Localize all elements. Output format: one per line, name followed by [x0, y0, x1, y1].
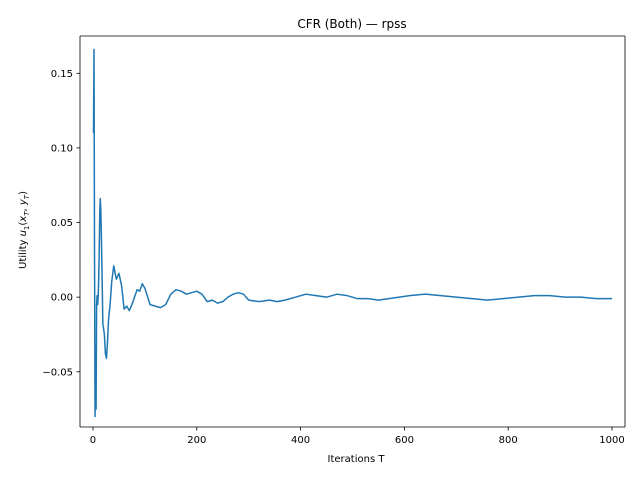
x-tick-label: 400 [291, 435, 310, 446]
x-tick-label: 0 [90, 435, 96, 446]
x-tick-label: 600 [395, 435, 414, 446]
chart-title: CFR (Both) — rpss [297, 17, 406, 31]
y-axis-label: Utility u1(xT, yT) [18, 191, 31, 269]
plot-background [80, 36, 625, 427]
y-tick-label: 0.00 [51, 293, 73, 304]
axes: 0 200 400 600 800 1000 −0.05 0.00 0.05 0.10 0.15 [42, 35, 626, 446]
x-tick-label: 800 [499, 435, 518, 446]
x-axis-label: Iterations T [328, 454, 386, 465]
y-tick-label: 0.05 [51, 218, 73, 229]
x-tick-label: 200 [187, 435, 206, 446]
y-tick-label: −0.05 [42, 367, 73, 378]
x-tick-label: 1000 [599, 435, 624, 446]
plot-area [80, 36, 625, 427]
y-tick-label: 0.10 [51, 143, 73, 154]
series-line-0 [92, 48, 613, 418]
y-tick-label: 0.15 [51, 69, 73, 80]
